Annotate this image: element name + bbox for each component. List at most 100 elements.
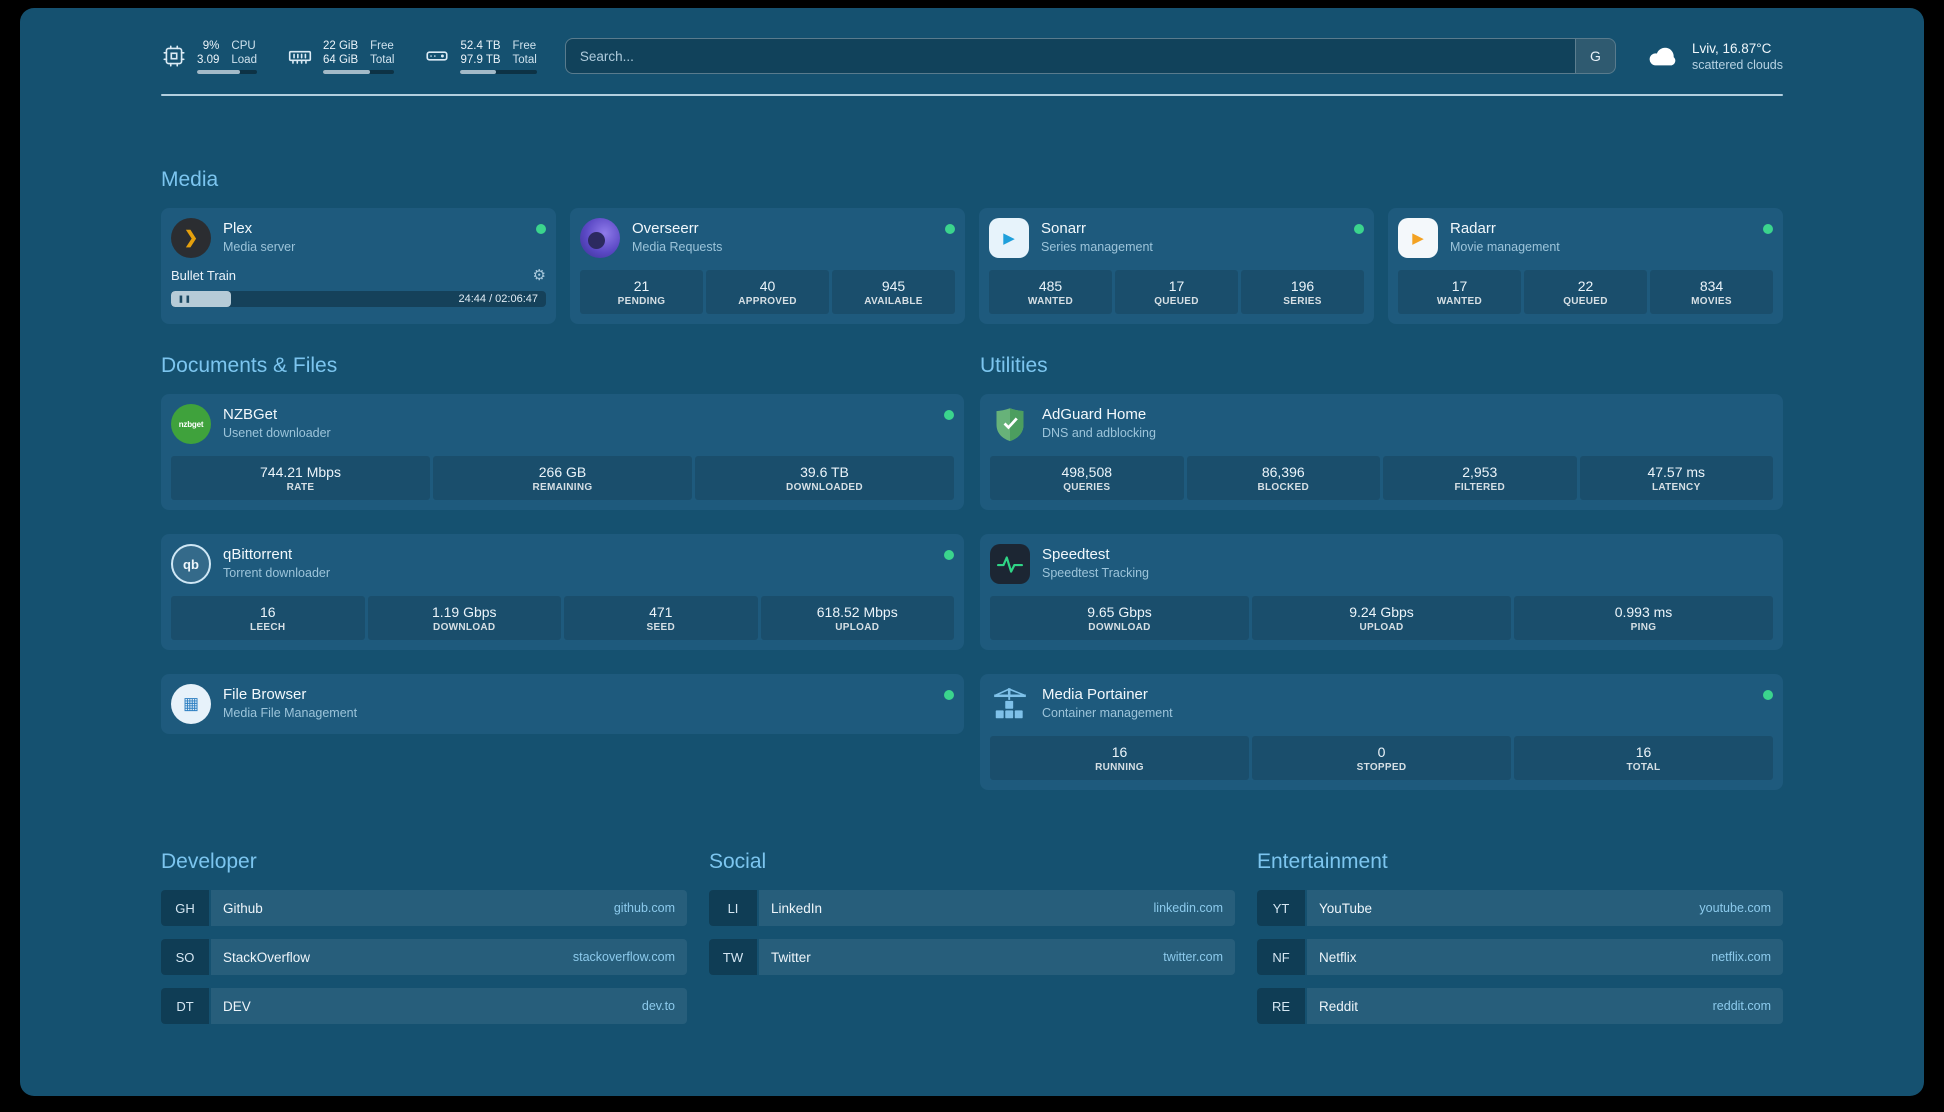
stat-tile: 9.24 Gbps UPLOAD [1252,596,1511,640]
stat-tile: 39.6 TB DOWNLOADED [695,456,954,500]
disk-total-label: Total [512,53,537,66]
bookmark-url: stackoverflow.com [572,950,675,964]
bookmark-url: youtube.com [1699,901,1771,915]
bookmark-abbr: YT [1257,890,1305,926]
bookmark-abbr: RE [1257,988,1305,1024]
service-card-nzbget[interactable]: nzbget NZBGet Usenet downloader 744.21 M… [161,394,964,510]
search-provider-button[interactable]: G [1574,39,1615,73]
service-card-filebrowser[interactable]: ▦ File Browser Media File Management [161,674,964,734]
stat-label: LATENCY [1651,482,1701,493]
playback-progress-bar[interactable]: ❚❚ 24:44 / 02:06:47 [171,291,546,307]
stat-value: 266 GB [538,464,587,480]
nzbget-icon: nzbget [171,404,211,444]
service-card-overseerr[interactable]: Overseerr Media Requests 21 PENDING 40 A… [570,208,965,324]
topbar-divider [161,94,1783,96]
bookmark-url: netflix.com [1711,950,1771,964]
service-card-portainer[interactable]: Media Portainer Container management 16 … [980,674,1783,790]
resource-widgets: 9% CPU 3.09 Load [161,39,537,74]
service-card-sonarr[interactable]: ▶ Sonarr Series management 485 WANTED [979,208,1374,324]
service-name: Overseerr [632,220,699,237]
bookmark-abbr: DT [161,988,209,1024]
service-desc: Media Requests [632,240,723,254]
service-card-adguard[interactable]: AdGuard Home DNS and adblocking 498,508 … [980,394,1783,510]
stat-label: SEED [646,622,675,633]
bookmark-stackoverflow[interactable]: SO StackOverflow stackoverflow.com [161,939,687,975]
stat-value: 17 [1168,278,1185,294]
status-dot [1354,224,1364,234]
dashboard-page: 9% CPU 3.09 Load [20,8,1924,1096]
service-card-speedtest[interactable]: Speedtest Speedtest Tracking 9.65 Gbps D… [980,534,1783,650]
bookmark-abbr: GH [161,890,209,926]
bookmark-linkedin[interactable]: LI LinkedIn linkedin.com [709,890,1235,926]
top-bar: 9% CPU 3.09 Load [161,8,1783,74]
bookmark-abbr: NF [1257,939,1305,975]
stat-label: PING [1630,622,1657,633]
stat-label: RUNNING [1095,762,1144,773]
stat-tile: 21 PENDING [580,270,703,314]
playback-progress-fill [171,291,231,307]
stat-value: 22 [1577,278,1594,294]
disk-progress-fill [460,69,496,74]
cpu-icon [161,43,187,69]
service-name: NZBGet [223,406,278,423]
stat-tile: 196 SERIES [1241,270,1364,314]
bookmark-name: StackOverflow [223,949,311,965]
stat-tile: 17 QUEUED [1115,270,1238,314]
stat-label: TOTAL [1626,762,1661,773]
bookmark-url: reddit.com [1712,999,1771,1013]
bookmark-dev[interactable]: DT DEV dev.to [161,988,687,1024]
stat-tile: 498,508 QUERIES [990,456,1184,500]
stat-label: RATE [286,482,315,493]
memory-icon [287,43,313,69]
memory-total-value: 64 GiB [322,53,359,66]
stat-tile: 266 GB REMAINING [433,456,692,500]
bookmark-reddit[interactable]: RE Reddit reddit.com [1257,988,1783,1024]
stat-tile: 2,953 FILTERED [1383,456,1577,500]
service-card-qbittorrent[interactable]: qb qBittorrent Torrent downloader 16 LEE… [161,534,964,650]
service-name: AdGuard Home [1042,406,1147,423]
service-card-plex[interactable]: ❯ Plex Media server Bullet Train ⚙ [161,208,556,324]
disk-progress-track [460,69,537,74]
plex-chevron-glyph: ❯ [183,228,199,247]
pause-icon[interactable]: ❚❚ [178,296,192,303]
service-name: Sonarr [1041,220,1087,237]
section-title-media: Media [161,168,219,191]
cpu-load-value: 3.09 [197,53,220,66]
stat-value: 196 [1290,278,1315,294]
service-desc: Movie management [1450,240,1560,254]
bookmark-github[interactable]: GH Github github.com [161,890,687,926]
stat-value: 9.24 Gbps [1349,604,1414,620]
stat-value: 39.6 TB [800,464,849,480]
stat-label: MOVIES [1691,296,1732,307]
stat-value: 945 [881,278,906,294]
stat-tile: 47.57 ms LATENCY [1579,456,1773,500]
cpu-load-label: Load [231,53,257,66]
stat-value: 9.65 Gbps [1087,604,1152,620]
stat-value: 86,396 [1261,464,1305,480]
stat-tile: 1.19 Gbps DOWNLOAD [367,596,561,640]
stat-value: 16 [1635,744,1652,760]
section-title-documents: Documents & Files [161,354,338,377]
search-input[interactable] [565,39,1575,73]
bookmark-netflix[interactable]: NF Netflix netflix.com [1257,939,1783,975]
bookmark-group-developer: Developer GH Github github.com SO StackO… [161,850,687,1037]
service-desc: Series management [1041,240,1153,254]
search-provider-label: G [1590,48,1601,64]
service-card-radarr[interactable]: ▶ Radarr Movie management 17 WANTED [1388,208,1783,324]
status-dot [944,690,954,700]
bookmark-url: twitter.com [1163,950,1223,964]
qbittorrent-icon: qb [171,544,211,584]
bookmark-youtube[interactable]: YT YouTube youtube.com [1257,890,1783,926]
gear-icon[interactable]: ⚙ [532,267,546,284]
stat-value: 618.52 Mbps [816,604,898,620]
resource-widget-memory: 22 GiB Free 64 GiB Total [287,39,395,74]
service-desc: Container management [1042,706,1173,720]
cpu-usage-label: CPU [231,39,256,52]
service-name: Plex [223,220,253,237]
section-title-developer: Developer [161,850,257,873]
filebrowser-icon: ▦ [171,684,211,724]
bookmark-name: Github [223,900,263,916]
status-dot [945,224,955,234]
disk-free-label: Free [512,39,537,52]
bookmark-twitter[interactable]: TW Twitter twitter.com [709,939,1235,975]
